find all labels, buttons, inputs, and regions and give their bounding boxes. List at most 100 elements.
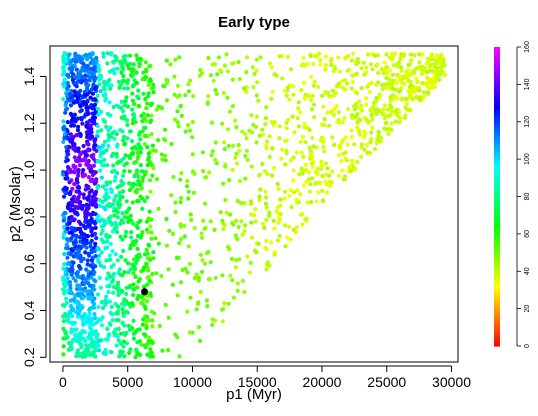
data-point	[142, 284, 147, 289]
data-point	[125, 136, 130, 141]
data-point	[397, 109, 402, 114]
data-point	[170, 282, 175, 287]
colorbar-segment	[494, 95, 500, 99]
data-point	[308, 182, 313, 187]
data-point	[323, 63, 328, 68]
data-point	[75, 226, 80, 232]
data-point	[143, 252, 148, 257]
data-point	[152, 311, 157, 316]
data-point	[304, 218, 309, 223]
data-point	[330, 88, 335, 93]
data-point	[64, 296, 69, 301]
data-point	[389, 108, 394, 113]
data-point	[290, 114, 295, 119]
data-point	[122, 215, 127, 220]
data-point	[111, 330, 117, 335]
data-point	[286, 117, 291, 122]
data-point	[376, 134, 381, 139]
data-point	[267, 210, 272, 215]
data-point	[243, 176, 248, 181]
data-point	[107, 69, 112, 74]
data-point	[73, 204, 78, 209]
colorbar-tick-label: 20	[524, 305, 531, 313]
data-point	[178, 222, 183, 227]
data-point	[386, 131, 391, 136]
data-point	[92, 142, 97, 148]
data-point	[240, 232, 245, 237]
data-point	[98, 285, 103, 290]
data-point	[315, 166, 320, 171]
data-point	[122, 86, 127, 91]
data-point	[207, 170, 212, 175]
data-point	[213, 275, 218, 281]
data-point	[92, 119, 97, 124]
data-point	[358, 106, 363, 111]
data-point	[346, 54, 351, 59]
colorbar-segment	[494, 187, 500, 190]
data-point	[88, 325, 93, 330]
data-point	[300, 211, 305, 217]
data-point	[336, 81, 341, 86]
colorbar-segment	[494, 261, 500, 265]
data-point	[231, 61, 236, 66]
data-point	[308, 53, 313, 59]
data-point	[397, 120, 402, 125]
colorbar-segment	[494, 119, 500, 123]
data-point	[380, 87, 385, 92]
data-point	[300, 222, 305, 227]
data-point	[121, 156, 126, 161]
data-point	[301, 80, 306, 85]
data-point	[134, 347, 139, 352]
data-point	[68, 252, 73, 257]
data-point	[345, 68, 350, 73]
data-point	[120, 237, 125, 242]
data-point	[88, 220, 93, 225]
data-point	[98, 89, 103, 94]
data-point	[81, 143, 86, 149]
data-point	[224, 210, 229, 215]
data-point	[256, 98, 261, 103]
data-point	[227, 212, 233, 217]
data-point	[283, 244, 288, 249]
data-point	[169, 193, 174, 198]
data-point	[226, 301, 231, 306]
data-point	[65, 120, 70, 125]
data-point	[249, 199, 254, 204]
data-point	[265, 171, 270, 177]
data-point	[95, 185, 100, 190]
data-point	[74, 210, 79, 216]
data-point	[107, 201, 112, 207]
y-tick-label: 0.4	[21, 301, 37, 321]
colorbar-segment	[494, 60, 500, 63]
colorbar-segment	[494, 228, 500, 231]
data-point	[393, 119, 398, 124]
data-point	[111, 202, 116, 207]
data-point	[260, 161, 265, 166]
data-point	[164, 81, 170, 86]
data-point	[97, 82, 102, 87]
colorbar-segment	[494, 336, 500, 340]
data-point	[163, 158, 168, 163]
data-point	[99, 175, 104, 180]
data-point	[294, 225, 299, 230]
data-point	[288, 67, 294, 72]
data-point	[440, 64, 445, 69]
data-point	[124, 299, 129, 304]
data-point	[150, 324, 155, 329]
data-point	[127, 327, 132, 332]
data-point	[108, 180, 113, 185]
data-point	[357, 132, 362, 137]
data-point	[366, 120, 371, 125]
data-point	[178, 280, 184, 285]
data-point	[67, 221, 72, 226]
data-point	[115, 215, 120, 220]
data-point	[120, 182, 125, 187]
data-point	[196, 300, 201, 305]
data-point	[102, 87, 107, 92]
y-axis: 0.2 0.4 0.6 0.8 1.0 1.2 1.4	[21, 66, 47, 367]
data-point	[225, 69, 230, 74]
data-point	[86, 223, 91, 228]
colorbar-segment	[494, 82, 500, 85]
data-point	[121, 74, 126, 79]
data-point	[62, 303, 67, 308]
